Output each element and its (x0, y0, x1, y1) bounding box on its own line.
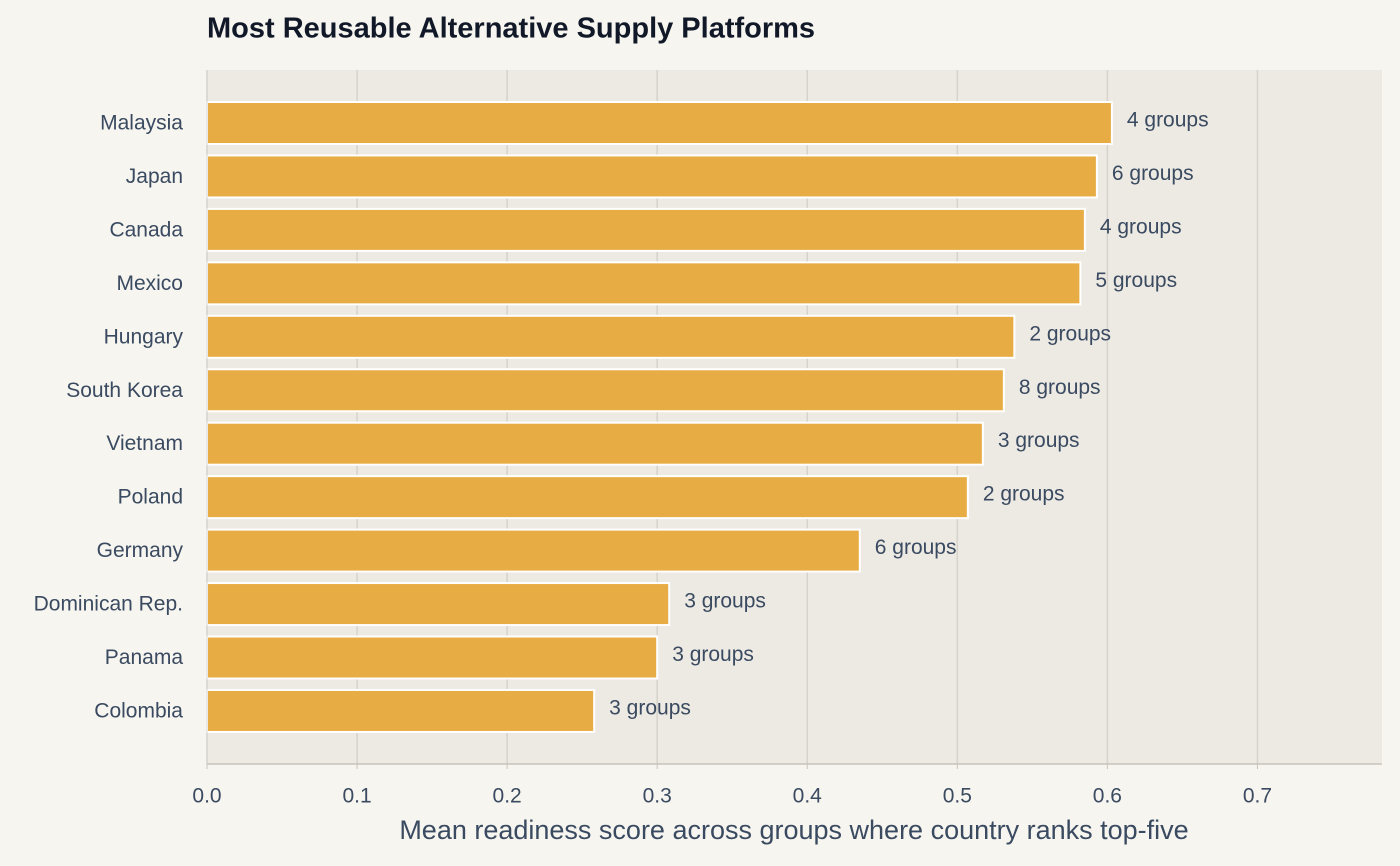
bar (206, 475, 969, 520)
y-tick-label: Mexico (116, 272, 183, 295)
bar-annotation: 2 groups (983, 483, 1065, 506)
bar (206, 207, 1086, 252)
bar-annotation: 6 groups (875, 536, 957, 559)
y-tick-label: Germany (97, 539, 184, 562)
y-tick-label: Hungary (104, 325, 184, 348)
bar (206, 528, 861, 573)
y-tick-label: Canada (109, 218, 183, 241)
x-tick-label: 0.3 (643, 785, 672, 808)
x-tick-label: 0.6 (1093, 785, 1122, 808)
x-axis-label: Mean readiness score across groups where… (399, 815, 1188, 845)
bar (206, 101, 1113, 145)
bar (206, 421, 984, 466)
bar-annotation: 3 groups (998, 429, 1080, 452)
bar (206, 582, 671, 627)
bar-annotation: 3 groups (609, 696, 691, 719)
bar-annotation: 8 groups (1019, 376, 1101, 399)
bar (206, 314, 1016, 359)
y-tick-label: Malaysia (100, 112, 183, 135)
x-tick-label: 0.7 (1243, 785, 1272, 808)
bar (206, 368, 1005, 413)
bar-annotation: 4 groups (1100, 215, 1182, 238)
y-tick-label: Vietnam (106, 432, 183, 455)
bar (206, 261, 1082, 306)
y-tick-label: Panama (105, 646, 184, 669)
bar (206, 688, 596, 733)
bar-annotation: 2 groups (1029, 322, 1111, 345)
chart-title: Most Reusable Alternative Supply Platfor… (207, 13, 815, 45)
x-tick-label: 0.5 (943, 785, 972, 808)
bar-annotation: 3 groups (684, 590, 766, 613)
bar-annotation: 6 groups (1112, 162, 1194, 185)
x-tick-label: 0.2 (493, 785, 522, 808)
y-tick-label: Japan (126, 165, 183, 188)
y-tick-label: Dominican Rep. (34, 593, 183, 616)
x-tick-label: 0.4 (793, 785, 823, 808)
y-tick-label: Poland (118, 486, 183, 509)
bar-annotation: 5 groups (1095, 269, 1177, 292)
bar-annotation: 4 groups (1127, 109, 1209, 132)
x-tick-label: 0.0 (192, 785, 221, 808)
y-tick-label: Colombia (94, 699, 183, 722)
bar (206, 635, 659, 680)
bar-annotation: 3 groups (672, 643, 754, 666)
y-tick-label: South Korea (66, 379, 183, 402)
bar (206, 154, 1098, 199)
x-tick-label: 0.1 (342, 785, 371, 808)
